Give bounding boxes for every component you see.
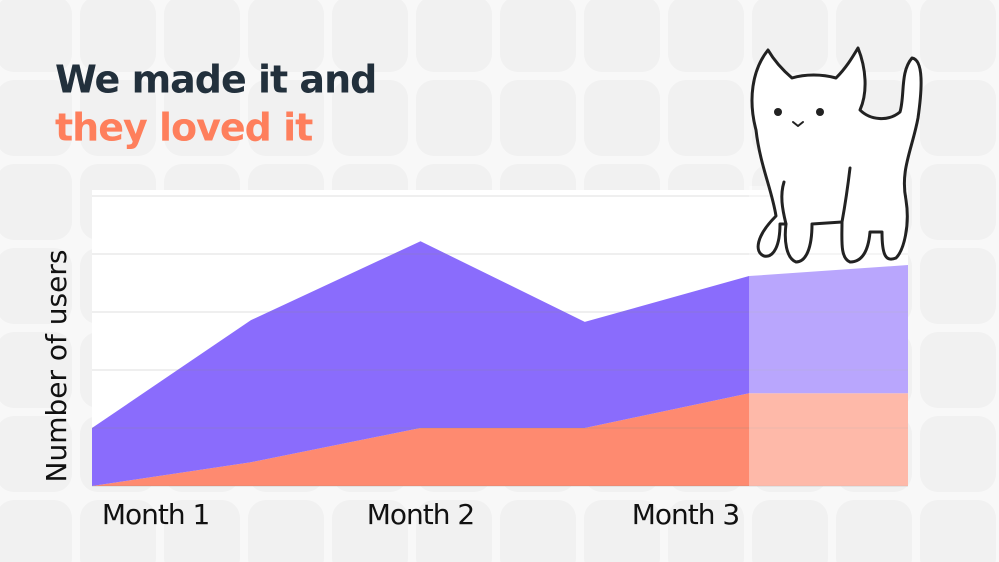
- cat-illustration: [750, 46, 923, 264]
- x-tick-label: Month 2: [367, 498, 474, 531]
- plot: Month 1 Month 2 Month 3: [92, 186, 908, 531]
- area: [92, 241, 908, 486]
- x-tick-label: Month 1: [102, 498, 209, 531]
- area: [92, 393, 908, 486]
- x-tick-label: Month 3: [632, 498, 739, 531]
- chart-subtitle: they loved it: [55, 106, 313, 150]
- y-axis-label: Number of users: [40, 250, 73, 483]
- chart-title: We made it and: [55, 58, 376, 102]
